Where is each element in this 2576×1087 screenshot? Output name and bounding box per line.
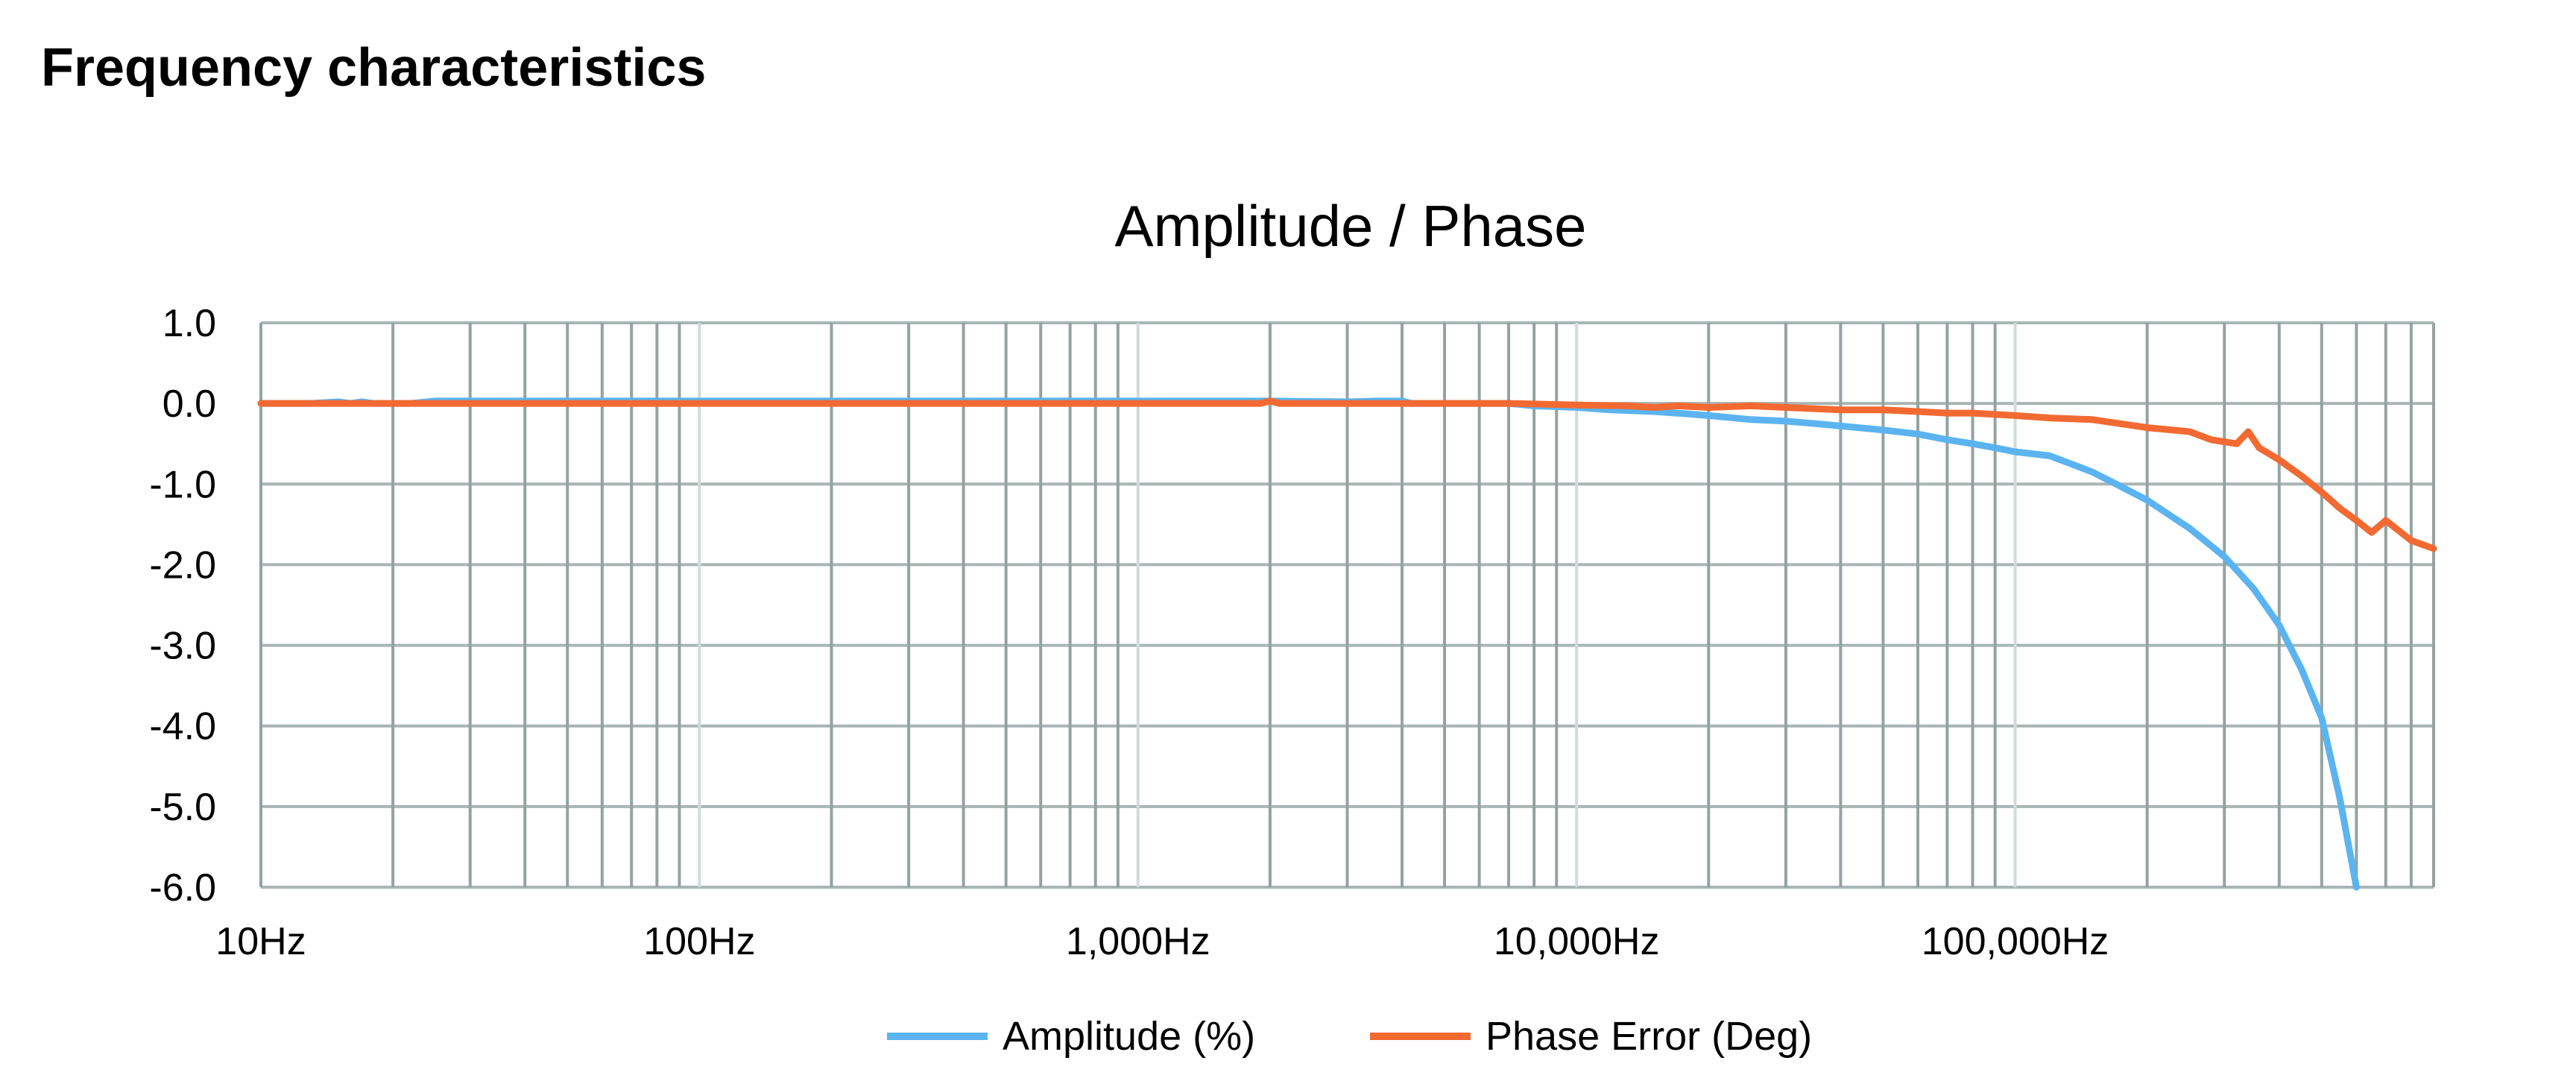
y-axis-ticks: 1.0 0.0 -1.0 -2.0 -3.0 -4.0 -5.0 -6.0 bbox=[149, 302, 216, 910]
y-tick-label: 1.0 bbox=[162, 302, 216, 345]
y-tick-label: -1.0 bbox=[149, 463, 216, 506]
chart-series bbox=[257, 397, 2437, 891]
x-tick-label: 100,000Hz bbox=[1922, 920, 2109, 963]
y-tick-label: -5.0 bbox=[149, 786, 216, 829]
page-title: Frequency characteristics bbox=[41, 38, 707, 98]
y-tick-label: -2.0 bbox=[149, 544, 216, 587]
y-tick-label: -6.0 bbox=[149, 866, 216, 910]
chart-grid bbox=[259, 321, 2435, 889]
chart-title: Amplitude / Phase bbox=[1114, 193, 1586, 259]
y-tick-label: 0.0 bbox=[162, 382, 216, 426]
legend-label: Phase Error (Deg) bbox=[1486, 1014, 1812, 1059]
x-axis-ticks: 10Hz 100Hz 1,000Hz 10,000Hz 100,000Hz bbox=[215, 920, 2109, 963]
x-tick-label: 1,000Hz bbox=[1066, 920, 1210, 963]
y-tick-label: -3.0 bbox=[149, 625, 216, 668]
x-tick-label: 10Hz bbox=[215, 920, 306, 963]
x-tick-label: 10,000Hz bbox=[1494, 920, 1660, 963]
legend-label: Amplitude (%) bbox=[1003, 1014, 1255, 1059]
x-tick-label: 100Hz bbox=[643, 920, 755, 963]
chart-legend: Amplitude (%) Phase Error (Deg) bbox=[887, 1014, 1812, 1059]
y-tick-label: -4.0 bbox=[149, 705, 216, 749]
series-line-phase-error bbox=[257, 397, 2437, 552]
